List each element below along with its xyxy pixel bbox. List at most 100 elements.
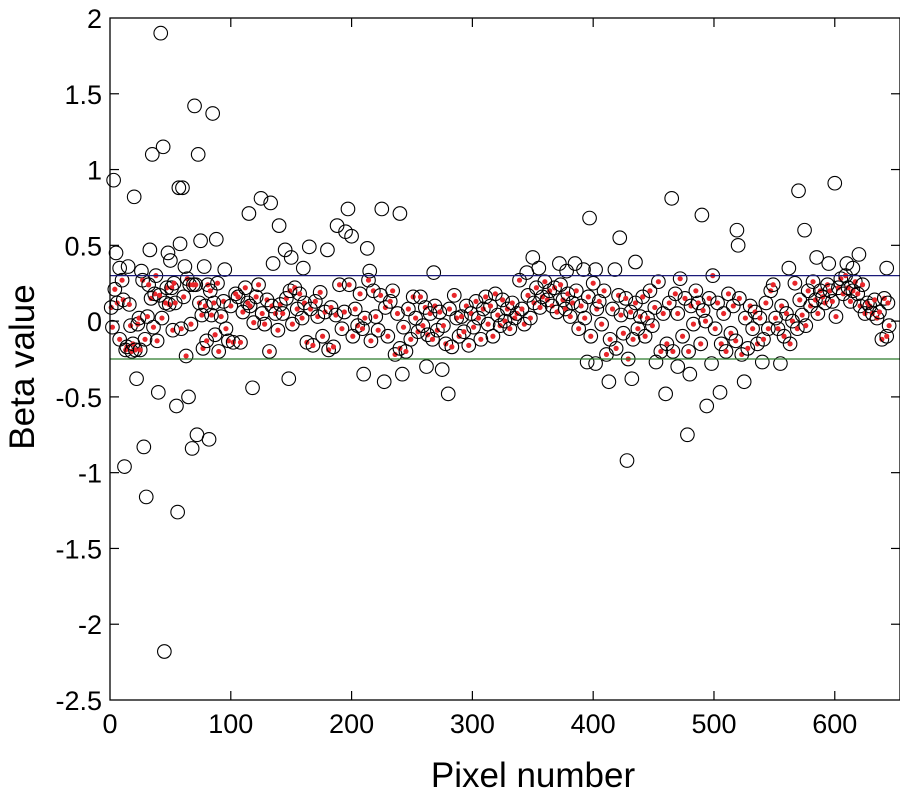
data-point <box>881 318 897 334</box>
data-point <box>847 274 863 290</box>
data-point <box>195 341 211 356</box>
data-point <box>451 328 467 344</box>
y-tick-label: 0 <box>87 307 102 337</box>
outlier-point <box>694 207 710 223</box>
x-tick-label: 300 <box>450 709 495 739</box>
inlier-dot <box>537 304 543 311</box>
inlier-dot <box>390 288 396 294</box>
inlier-dot <box>154 338 160 344</box>
data-point <box>760 321 776 337</box>
inlier-dot <box>187 282 193 288</box>
inlier-dot <box>754 341 761 347</box>
inlier-dot <box>504 306 511 312</box>
inlier-dot <box>765 326 771 332</box>
data-point <box>509 306 525 321</box>
data-point <box>688 283 704 299</box>
data-point <box>321 342 336 358</box>
data-point <box>810 306 826 321</box>
data-point <box>183 316 199 332</box>
data-point <box>653 344 669 359</box>
data-point <box>292 286 307 302</box>
data-point <box>860 295 875 311</box>
data-point <box>695 303 711 318</box>
inlier-dot <box>202 303 209 309</box>
data-point <box>436 318 451 334</box>
outlier-point <box>664 191 680 206</box>
inlier-dot <box>322 309 328 315</box>
inlier-dot <box>714 300 721 306</box>
inlier-dot <box>664 341 670 347</box>
inlier-dot <box>495 312 501 318</box>
data-point <box>734 347 750 362</box>
data-point <box>756 331 771 347</box>
data-point <box>461 338 477 353</box>
inlier-dot <box>812 297 819 303</box>
data-point <box>675 328 690 344</box>
inlier-dot <box>228 303 234 309</box>
inlier-dot <box>635 326 641 332</box>
data-point <box>770 321 786 337</box>
inlier-dot <box>357 291 363 297</box>
inlier-dot <box>623 295 629 301</box>
outlier-point <box>773 356 788 371</box>
inlier-dot <box>702 318 709 324</box>
outlier-point <box>108 245 124 261</box>
outlier-point <box>559 263 574 279</box>
inlier-dot <box>723 348 729 355</box>
data-point <box>728 333 744 349</box>
inlier-dot <box>590 280 596 286</box>
data-point <box>257 316 272 332</box>
outlier-point <box>241 206 257 221</box>
inlier-dot <box>693 288 699 294</box>
inlier-dot <box>852 279 858 285</box>
data-point <box>731 291 747 306</box>
inlier-dot <box>171 280 177 286</box>
y-tick-label: 2 <box>87 4 102 34</box>
data-point <box>132 342 148 358</box>
data-point <box>492 318 508 334</box>
data-point <box>248 289 264 305</box>
x-axis: 0 100 200 300 400 500 600 <box>102 18 857 739</box>
inlier-dot <box>137 347 143 353</box>
inlier-dot <box>117 336 123 342</box>
inlier-dot <box>458 313 465 320</box>
outlier-point <box>419 359 434 374</box>
data-point <box>210 275 225 291</box>
inlier-dot <box>126 301 132 308</box>
inlier-dot <box>632 300 639 306</box>
inlier-dot <box>750 326 756 332</box>
inlier-dot <box>588 333 594 339</box>
inlier-dot <box>150 324 157 330</box>
data-point <box>713 336 729 352</box>
data-point <box>473 331 489 347</box>
inlier-dot <box>292 285 298 291</box>
outlier-point <box>163 253 178 268</box>
data-point <box>442 301 457 317</box>
data-point <box>297 295 312 311</box>
outlier-point <box>579 354 595 370</box>
inlier-dot <box>688 303 694 309</box>
data-point <box>206 295 222 311</box>
outlier-point <box>265 256 281 271</box>
data-point <box>365 283 381 299</box>
inlier-dot <box>346 282 352 288</box>
outlier-point <box>730 237 746 253</box>
data-point <box>580 289 596 305</box>
inlier-dot <box>382 304 389 311</box>
data-point <box>332 277 347 293</box>
inlier-dot <box>885 300 891 306</box>
outlier-point <box>190 147 206 162</box>
outlier-point <box>601 374 617 390</box>
inlier-dot <box>700 307 706 314</box>
data-point <box>876 291 892 306</box>
data-point <box>361 272 376 288</box>
data-point <box>137 331 153 347</box>
inlier-dot <box>352 306 358 312</box>
outlier-point <box>612 230 628 246</box>
inlier-dot <box>509 300 515 306</box>
inlier-dot <box>178 326 184 332</box>
inlier-dot <box>294 306 300 312</box>
data-point <box>194 307 210 323</box>
inlier-dot <box>400 324 407 330</box>
inlier-dot <box>394 310 401 317</box>
